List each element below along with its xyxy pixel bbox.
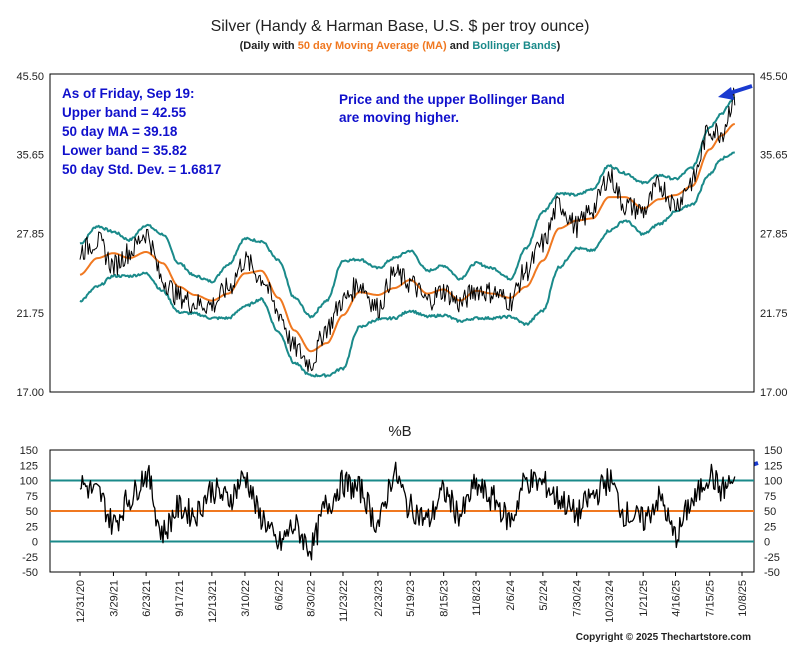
- pctb-tick-left: 0: [32, 537, 38, 549]
- pctb-tick-left: 25: [26, 521, 38, 533]
- price-tick-right: 27.85: [760, 229, 788, 241]
- x-tick-label: 8/30/22: [306, 580, 318, 617]
- pctb-line: [79, 461, 736, 561]
- pctb-tick-left: 100: [20, 476, 38, 488]
- pctb-tick-left: 150: [20, 445, 38, 457]
- ma-50-line: [79, 123, 735, 353]
- pctb-tick-left: 75: [26, 491, 38, 503]
- price-tick-right: 35.65: [760, 149, 788, 161]
- note-line-1: Price and the upper Bollinger Band: [339, 92, 565, 107]
- pctb-tick-right: 25: [764, 521, 776, 533]
- x-tick-label: 2/6/24: [505, 580, 517, 611]
- x-tick-label: 6/23/21: [141, 580, 153, 617]
- pctb-tick-left: -25: [22, 552, 38, 564]
- x-tick-label: 3/10/22: [240, 580, 252, 617]
- x-tick-label: 5/2/24: [538, 580, 550, 611]
- pctb-title: %B: [388, 423, 411, 440]
- stats-line-2: Upper band = 42.55: [62, 105, 187, 120]
- price-tick-left: 35.65: [16, 149, 44, 161]
- stats-line-3: 50 day MA = 39.18: [62, 124, 178, 139]
- subtitle-ma: 50 day Moving Average (MA): [298, 40, 447, 52]
- lower-bollinger-band: [79, 151, 735, 378]
- stats-annotation: As of Friday, Sep 19: Upper band = 42.55…: [62, 86, 221, 177]
- x-axis-labels: 12/31/20 3/29/21 6/23/21 9/17/21 12/13/21 3/1…: [75, 572, 749, 623]
- pctb-tick-right: 100: [764, 476, 782, 488]
- x-tick-label: 12/13/21: [207, 580, 219, 623]
- pctb-tick-right: 0: [764, 537, 770, 549]
- pctb-tick-left: -50: [22, 567, 38, 579]
- chart-subtitle: (Daily with 50 day Moving Average (MA) a…: [240, 40, 561, 52]
- price-tick-left: 17.00: [16, 387, 44, 399]
- x-tick-label: 7/15/25: [705, 580, 717, 617]
- pctb-tick-right: 150: [764, 445, 782, 457]
- stats-line-4: Lower band = 35.82: [62, 143, 187, 158]
- price-series-group: [79, 87, 736, 378]
- x-tick-label: 8/15/23: [439, 580, 451, 617]
- pctb-series-group: [50, 461, 754, 561]
- note-line-2: are moving higher.: [339, 110, 459, 125]
- pctb-axis-labels: 150 150 125 125 100 100 75 75 50 50 25 25 0 0 -25 -25 -5…: [20, 445, 783, 579]
- subtitle-part3: ): [557, 40, 561, 52]
- x-tick-label: 6/6/22: [273, 580, 285, 611]
- copyright-text: Copyright © 2025 Thechartstore.com: [576, 632, 751, 643]
- x-tick-label: 12/31/20: [75, 580, 87, 623]
- x-tick-label: 3/29/21: [108, 580, 120, 617]
- stats-line-5: 50 day Std. Dev. = 1.6817: [62, 162, 221, 177]
- pctb-tick-right: 125: [764, 460, 782, 472]
- upper-bollinger-band: [79, 96, 736, 319]
- pctb-tick-right: -50: [764, 567, 780, 579]
- note-annotation: Price and the upper Bollinger Band are m…: [339, 92, 565, 125]
- subtitle-part2: and: [447, 40, 473, 52]
- x-tick-label: 11/23/22: [338, 580, 350, 622]
- chart-title: Silver (Handy & Harman Base, U.S. $ per …: [211, 18, 590, 35]
- x-tick-label: 4/16/25: [671, 580, 683, 617]
- price-panel-frame: [49, 73, 755, 393]
- pctb-tick-right: 50: [764, 506, 776, 518]
- x-tick-label: 10/23/24: [604, 580, 616, 623]
- subtitle-bb: Bollinger Bands: [472, 40, 556, 52]
- x-tick-label: 5/19/23: [405, 580, 417, 617]
- stats-line-1: As of Friday, Sep 19:: [62, 86, 195, 101]
- pctb-tick-right: 75: [764, 491, 776, 503]
- price-tick-left: 21.75: [16, 308, 44, 320]
- x-tick-label: 7/30/24: [572, 580, 584, 617]
- price-tick-right: 17.00: [760, 387, 788, 399]
- price-tick-left: 45.50: [16, 71, 44, 83]
- x-tick-label: 1/21/25: [638, 580, 650, 617]
- x-tick-label: 9/17/21: [174, 580, 186, 617]
- price-tick-left: 27.85: [16, 229, 44, 241]
- pctb-tick-left: 50: [26, 506, 38, 518]
- price-axis-labels: 45.50 45.50 35.65 35.65 27.85 27.85 21.75 21.75…: [16, 71, 787, 399]
- x-tick-label: 10/8/25: [737, 580, 749, 617]
- pctb-tick-left: 125: [20, 460, 38, 472]
- price-line: [79, 87, 736, 372]
- price-tick-right: 21.75: [760, 308, 788, 320]
- x-tick-label: 11/8/23: [471, 580, 483, 616]
- pctb-tick-right: -25: [764, 552, 780, 564]
- x-tick-label: 2/23/23: [373, 580, 385, 617]
- price-arrow-icon: [718, 84, 753, 100]
- subtitle-part1: (Daily with: [240, 40, 298, 52]
- price-tick-right: 45.50: [760, 71, 788, 83]
